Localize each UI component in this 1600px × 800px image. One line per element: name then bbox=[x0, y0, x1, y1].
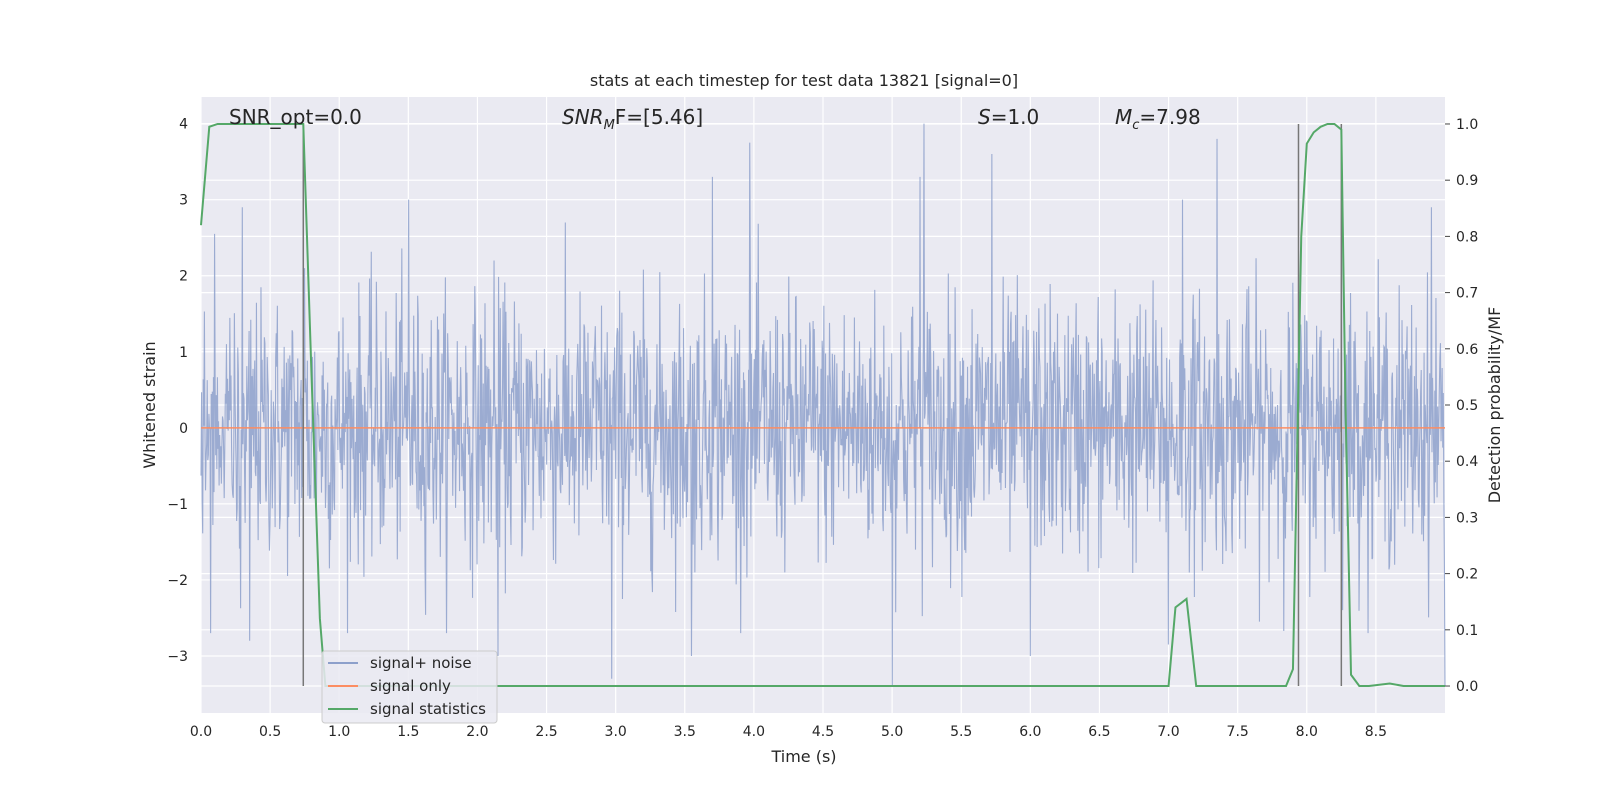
x-tick-label: 4.5 bbox=[812, 724, 834, 740]
y-left-axis-ticks: −3 −2 −1 0 1 2 3 4 bbox=[167, 117, 188, 665]
legend-label-signal-noise: signal+ noise bbox=[370, 654, 472, 672]
snr-mf-prefix: SNR bbox=[562, 105, 604, 129]
y-right-tick-label: 0.9 bbox=[1456, 173, 1478, 189]
y-right-tick-label: 0.8 bbox=[1456, 229, 1478, 245]
y-right-tick-label: 0.7 bbox=[1456, 286, 1478, 302]
x-tick-label: 6.5 bbox=[1088, 724, 1110, 740]
y-right-tick-label: 0.1 bbox=[1456, 623, 1478, 639]
snr-mf-annotation: SNRMF=[5.46] bbox=[562, 105, 703, 133]
s-label: S bbox=[978, 105, 991, 129]
y-left-axis-label: Whitened strain bbox=[140, 341, 159, 468]
snr-opt-annotation: SNR_opt=0.0 bbox=[229, 105, 362, 129]
x-axis-ticks: 0.0 0.5 1.0 1.5 2.0 2.5 3.0 3.5 4.0 4.5 5.0 5.5 6.0 6… bbox=[190, 724, 1387, 740]
x-axis-label: Time (s) bbox=[770, 747, 836, 766]
y-left-tick-label: −3 bbox=[167, 649, 188, 665]
x-tick-label: 8.5 bbox=[1365, 724, 1387, 740]
y-right-tick-label: 0.3 bbox=[1456, 510, 1478, 526]
signal-statistics-series bbox=[200, 122, 1445, 688]
x-tick-label: 3.5 bbox=[674, 724, 696, 740]
x-tick-label: 7.0 bbox=[1157, 724, 1179, 740]
y-left-tick-label: 2 bbox=[179, 269, 188, 285]
y-left-tick-label: −2 bbox=[167, 573, 188, 589]
legend-label-signal-statistics: signal statistics bbox=[370, 700, 486, 718]
y-left-tick-label: 4 bbox=[179, 117, 188, 133]
y-left-tick-label: 0 bbox=[179, 421, 188, 437]
x-tick-label: 5.5 bbox=[950, 724, 972, 740]
legend: signal+ noise signal only signal statist… bbox=[321, 650, 498, 724]
x-tick-label: 2.0 bbox=[466, 724, 488, 740]
x-tick-label: 1.0 bbox=[328, 724, 350, 740]
chart-title: stats at each timestep for test data 138… bbox=[590, 71, 1018, 90]
snr-mf-rest: F=[5.46] bbox=[615, 105, 703, 129]
s-value: =1.0 bbox=[991, 105, 1040, 129]
y-right-tick-label: 0.4 bbox=[1456, 454, 1478, 470]
y-left-tick-label: 3 bbox=[179, 193, 188, 209]
signal-statistics-line bbox=[200, 122, 1445, 688]
mc-annotation: Mc=7.98 bbox=[1115, 105, 1201, 133]
y-right-tick-label: 1.0 bbox=[1456, 117, 1478, 133]
x-tick-label: 5.0 bbox=[881, 724, 903, 740]
y-right-axis-ticks: 0.0 0.1 0.2 0.3 0.4 0.5 0.6 0.7 0.8 0.9 1.0 bbox=[1445, 117, 1478, 695]
x-tick-label: 6.0 bbox=[1019, 724, 1041, 740]
mc-label: M bbox=[1115, 105, 1132, 129]
y-right-tick-label: 0.5 bbox=[1456, 398, 1478, 414]
snr-mf-sub: M bbox=[604, 118, 615, 133]
x-tick-label: 0.0 bbox=[190, 724, 212, 740]
y-right-tick-label: 0.6 bbox=[1456, 342, 1478, 358]
mc-sub: c bbox=[1132, 118, 1139, 133]
mc-value: =7.98 bbox=[1139, 105, 1200, 129]
y-right-tick-label: 0.0 bbox=[1456, 679, 1478, 695]
y-right-axis-label: Detection probability/MF bbox=[1485, 307, 1504, 504]
signal-noise-series bbox=[200, 123, 1446, 687]
x-tick-label: 1.5 bbox=[397, 724, 419, 740]
x-tick-label: 0.5 bbox=[259, 724, 281, 740]
signal-noise-line bbox=[200, 123, 1446, 687]
x-tick-label: 7.5 bbox=[1227, 724, 1249, 740]
x-tick-label: 4.0 bbox=[743, 724, 765, 740]
y-left-tick-label: 1 bbox=[179, 345, 188, 361]
s-annotation: S=1.0 bbox=[978, 105, 1039, 129]
x-tick-label: 8.0 bbox=[1296, 724, 1318, 740]
y-left-tick-label: −1 bbox=[167, 497, 188, 513]
legend-box bbox=[321, 650, 498, 724]
x-tick-label: 3.0 bbox=[605, 724, 627, 740]
legend-label-signal-only: signal only bbox=[370, 677, 451, 695]
x-tick-label: 2.5 bbox=[535, 724, 557, 740]
y-right-tick-label: 0.2 bbox=[1456, 567, 1478, 583]
annotations: SNR_opt=0.0 SNRMF=[5.46] S=1.0 Mc=7.98 bbox=[229, 105, 1201, 133]
